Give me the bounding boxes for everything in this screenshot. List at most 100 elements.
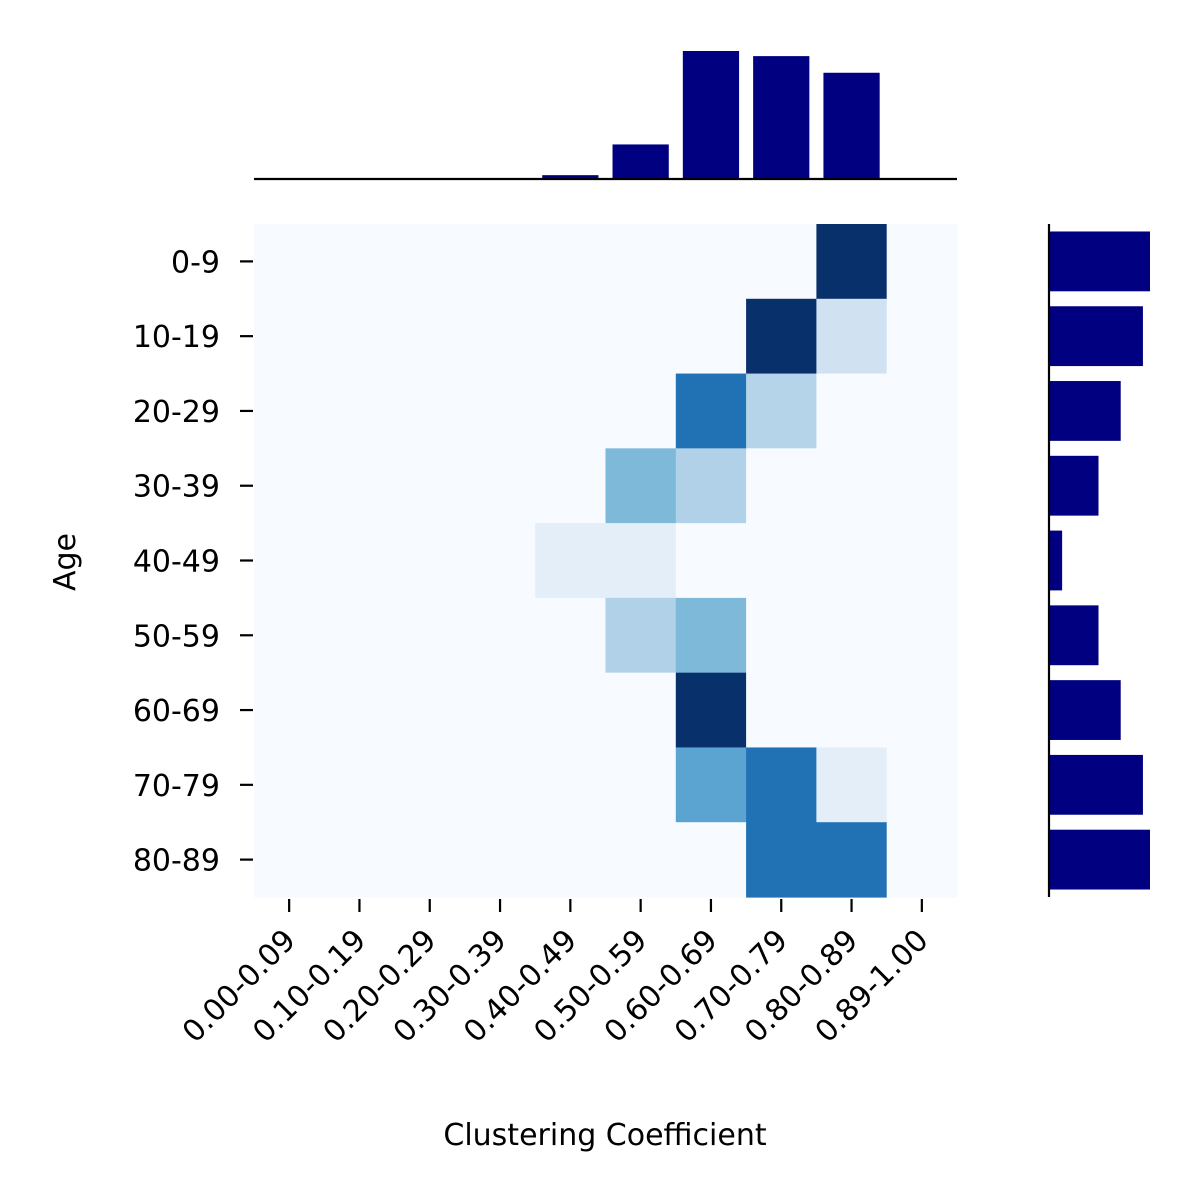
heatmap-cell [605, 298, 677, 375]
top-marginal-bar [823, 72, 880, 179]
heatmap-cell [886, 448, 958, 524]
heatmap-cell [816, 523, 888, 599]
top-marginal-histogram [542, 51, 880, 180]
right-marginal-bar [1049, 306, 1143, 367]
heatmap-cell [324, 224, 396, 300]
heatmap-cell [254, 597, 325, 674]
right-marginal-bar [1049, 829, 1150, 890]
heatmap-cell [605, 448, 677, 524]
heatmap-cell [394, 747, 466, 823]
heatmap-cell [464, 373, 536, 449]
heatmap-cell [886, 224, 958, 300]
heatmap-cell [675, 448, 747, 524]
heatmap-cell [254, 822, 325, 898]
y-tick-label: 60-69 [133, 694, 220, 729]
heatmap-cell [324, 523, 396, 599]
heatmap-cell [746, 224, 817, 300]
heatmap-cell [746, 597, 817, 674]
right-marginal-bar [1049, 455, 1099, 516]
heatmap-cell [746, 373, 817, 449]
heatmap-cell [816, 298, 888, 375]
heatmap-cell [324, 747, 396, 823]
y-tick-label: 50-59 [133, 619, 220, 654]
heatmap-cell [675, 373, 747, 449]
heatmap-cell [746, 298, 817, 375]
right-marginal-bar [1049, 605, 1099, 666]
heatmap-cell [535, 373, 607, 449]
heatmap-cell [675, 523, 747, 599]
top-marginal-bar [753, 56, 810, 180]
heatmap-cell [324, 373, 396, 449]
x-axis-label: Clustering Coefficient [443, 1118, 766, 1153]
heatmap-cell [746, 523, 817, 599]
heatmap-cell [394, 298, 466, 375]
right-marginal-bar [1049, 381, 1121, 441]
heatmap-cell [254, 448, 325, 524]
heatmap-cell [464, 448, 536, 524]
heatmap-cell [254, 523, 325, 599]
heatmap-cell [816, 672, 888, 749]
heatmap-cell [535, 672, 607, 749]
heatmap-cell [816, 747, 888, 823]
heatmap-cell [675, 672, 747, 749]
heatmap-cell [605, 822, 677, 898]
heatmap-cell [605, 523, 677, 599]
heatmap-cell [816, 373, 888, 449]
heatmap-cell [605, 373, 677, 449]
heatmap-cell [254, 224, 325, 300]
heatmap-cell [675, 747, 747, 823]
heatmap-cell [254, 672, 325, 749]
heatmap-cell [675, 224, 747, 300]
top-marginal-bar [542, 175, 599, 179]
heatmap-cell [464, 224, 536, 300]
heatmap-cell [816, 597, 888, 674]
heatmap-cell [254, 298, 325, 375]
heatmap-cell [324, 298, 396, 375]
heatmap-cell [394, 523, 466, 599]
y-axis-label: Age [48, 533, 83, 591]
heatmap-cell [675, 597, 747, 674]
right-marginal-bar [1049, 530, 1063, 591]
heatmap-cell [464, 523, 536, 599]
heatmap-cell [816, 822, 888, 898]
heatmap-cell [886, 672, 958, 749]
y-tick-label: 40-49 [133, 545, 220, 580]
heatmap-cell [254, 747, 325, 823]
y-tick-label: 0-9 [171, 245, 220, 280]
heatmap-cells [254, 224, 958, 898]
heatmap-cell [535, 224, 607, 300]
heatmap-cell [535, 822, 607, 898]
heatmap-cell [464, 298, 536, 375]
y-tick-label: 20-29 [133, 395, 220, 430]
heatmap-cell [324, 672, 396, 749]
heatmap-cell [886, 597, 958, 674]
right-marginal-bar [1049, 231, 1150, 292]
heatmap-cell [394, 822, 466, 898]
heatmap-cell [535, 747, 607, 823]
heatmap-cell [746, 672, 817, 749]
heatmap-cell [324, 822, 396, 898]
heatmap-cell [394, 448, 466, 524]
heatmap-cell [746, 747, 817, 823]
heatmap-cell [605, 597, 677, 674]
heatmap-cell [535, 597, 607, 674]
x-axis-ticks: 0.00-0.090.10-0.190.20-0.290.30-0.390.40… [176, 899, 936, 1050]
heatmap-cell [605, 224, 677, 300]
heatmap-cell [886, 747, 958, 823]
heatmap-cell [394, 672, 466, 749]
heatmap-cell [464, 822, 536, 898]
heatmap-cell [605, 747, 677, 823]
y-tick-label: 70-79 [133, 769, 220, 804]
y-tick-label: 30-39 [133, 470, 220, 505]
heatmap-cell [394, 224, 466, 300]
y-tick-label: 10-19 [133, 320, 220, 355]
heatmap-cell [746, 448, 817, 524]
heatmap-cell [324, 448, 396, 524]
heatmap-cell [254, 373, 325, 449]
heatmap-cell [886, 298, 958, 375]
heatmap-cell [816, 224, 888, 300]
right-marginal-bar [1049, 754, 1143, 815]
heatmap-cell [605, 672, 677, 749]
heatmap-cell [535, 298, 607, 375]
